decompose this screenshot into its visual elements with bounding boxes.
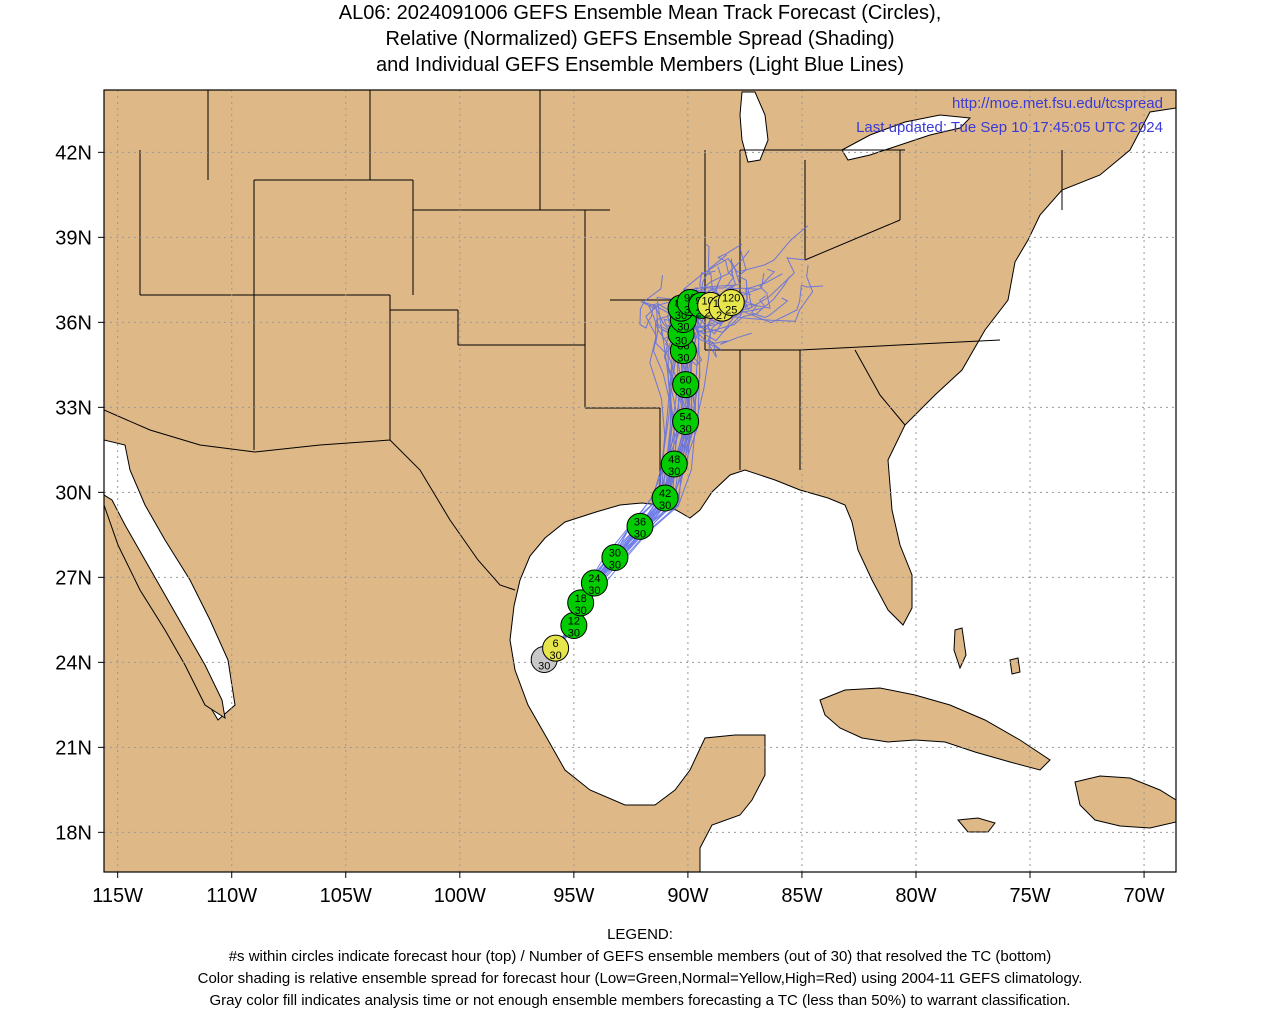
member-count-label: 30 <box>675 336 687 348</box>
lat-tick-label: 27N <box>55 567 92 589</box>
lon-tick-label: 70W <box>1124 885 1165 907</box>
lake-erie-ontario <box>841 114 972 161</box>
chart-title: AL06: 2024091006 GEFS Ensemble Mean Trac… <box>0 0 1280 78</box>
track-circle <box>672 408 700 435</box>
member-count-label: 30 <box>549 650 561 662</box>
member-count-label: 30 <box>634 528 646 540</box>
forecast-hour-label: 6 <box>553 638 559 650</box>
mean-track: 3063012301830243030303630423048305430603… <box>530 289 745 673</box>
title-line-2: Relative (Normalized) GEFS Ensemble Spre… <box>385 28 895 50</box>
lon-tick-label: 100W <box>434 885 486 907</box>
member-count-label: 30 <box>609 560 621 572</box>
forecast-hour-label: 30 <box>609 548 621 560</box>
track-circle <box>567 589 595 617</box>
land-layer <box>104 90 1176 872</box>
forecast-hour-label: 54 <box>679 412 691 424</box>
lon-tick-label: 115W <box>92 885 143 907</box>
lon-tick-label: 90W <box>667 885 708 907</box>
lat-tick-label: 18N <box>55 822 92 844</box>
legend: LEGEND: #s within circles indicate forec… <box>0 924 1280 1012</box>
lat-tick-label: 33N <box>55 397 92 419</box>
north-america-land <box>104 90 1176 872</box>
title-line-1: AL06: 2024091006 GEFS Ensemble Mean Trac… <box>338 2 942 24</box>
legend-line-1: #s within circles indicate forecast hour… <box>228 948 1052 965</box>
member-count-label: 30 <box>588 585 600 597</box>
map-panel: 3063012301830243030303630423048305430603… <box>55 89 1177 907</box>
member-count-label: 30 <box>538 661 550 673</box>
forecast-hour-label: 60 <box>679 375 691 387</box>
track-circle <box>717 289 745 316</box>
track-circle <box>542 634 570 662</box>
lat-tick-label: 24N <box>55 652 92 674</box>
member-count-label: 30 <box>659 500 671 512</box>
map-frame <box>103 89 1177 873</box>
political-borders <box>104 90 1063 591</box>
forecast-hour-label: 24 <box>588 573 600 585</box>
member-count-label: 30 <box>568 628 580 640</box>
track-point: 630 <box>542 634 570 662</box>
track-circle <box>580 569 608 597</box>
lon-tick-label: 75W <box>1009 885 1050 907</box>
forecast-hour-label: 42 <box>659 488 671 500</box>
track-circle <box>601 544 629 571</box>
source-url[interactable]: http://moe.met.fsu.edu/tcspread <box>952 95 1163 112</box>
last-updated: Last updated: Tue Sep 10 17:45:05 UTC 20… <box>856 119 1163 136</box>
lake-michigan <box>739 91 769 163</box>
lat-tick-label: 30N <box>55 482 92 504</box>
forecast-hour-label: 48 <box>668 454 680 466</box>
track-circle <box>626 512 654 540</box>
title-line-3: and Individual GEFS Ensemble Members (Li… <box>375 54 905 76</box>
legend-line-3: Gray color fill indicates analysis time … <box>209 992 1071 1009</box>
lon-tick-label: 110W <box>206 885 257 907</box>
lat-tick-label: 21N <box>55 737 92 759</box>
axis-ticks: 42N 39N 36N 33N 30N 27N 24N 21N 18N 115W 110W 105W 1… <box>55 142 1164 907</box>
lat-tick-label: 39N <box>55 227 92 249</box>
forecast-hour-label: 12 <box>568 616 580 628</box>
jamaica <box>957 817 996 833</box>
lon-tick-label: 85W <box>781 885 822 907</box>
member-count-label: 30 <box>668 466 680 478</box>
hispaniola <box>1074 775 1176 829</box>
member-count-label: 30 <box>677 322 689 334</box>
member-count-label: 30 <box>679 424 691 436</box>
member-count-label: 25 <box>725 305 737 317</box>
lon-tick-label: 105W <box>320 885 372 907</box>
track-point: 6630 <box>669 337 697 365</box>
member-count-label: 30 <box>575 605 587 617</box>
lat-tick-label: 36N <box>55 312 92 334</box>
lat-tick-label: 42N <box>55 142 92 164</box>
forecast-hour-label: 120 <box>722 293 740 305</box>
bahamas <box>953 627 1021 675</box>
member-count-label: 30 <box>679 387 691 399</box>
lon-tick-label: 80W <box>895 885 936 907</box>
track-circle <box>672 371 700 399</box>
forecast-hour-label: 18 <box>575 593 587 605</box>
member-count-label: 30 <box>677 353 689 365</box>
legend-heading: LEGEND: <box>607 926 673 943</box>
track-circle <box>660 450 688 478</box>
lon-tick-label: 95W <box>553 885 594 907</box>
track-circle <box>651 484 679 512</box>
cuba <box>819 687 1051 771</box>
legend-line-2: Color shading is relative ensemble sprea… <box>197 970 1083 987</box>
forecast-hour-label: 36 <box>634 516 646 528</box>
